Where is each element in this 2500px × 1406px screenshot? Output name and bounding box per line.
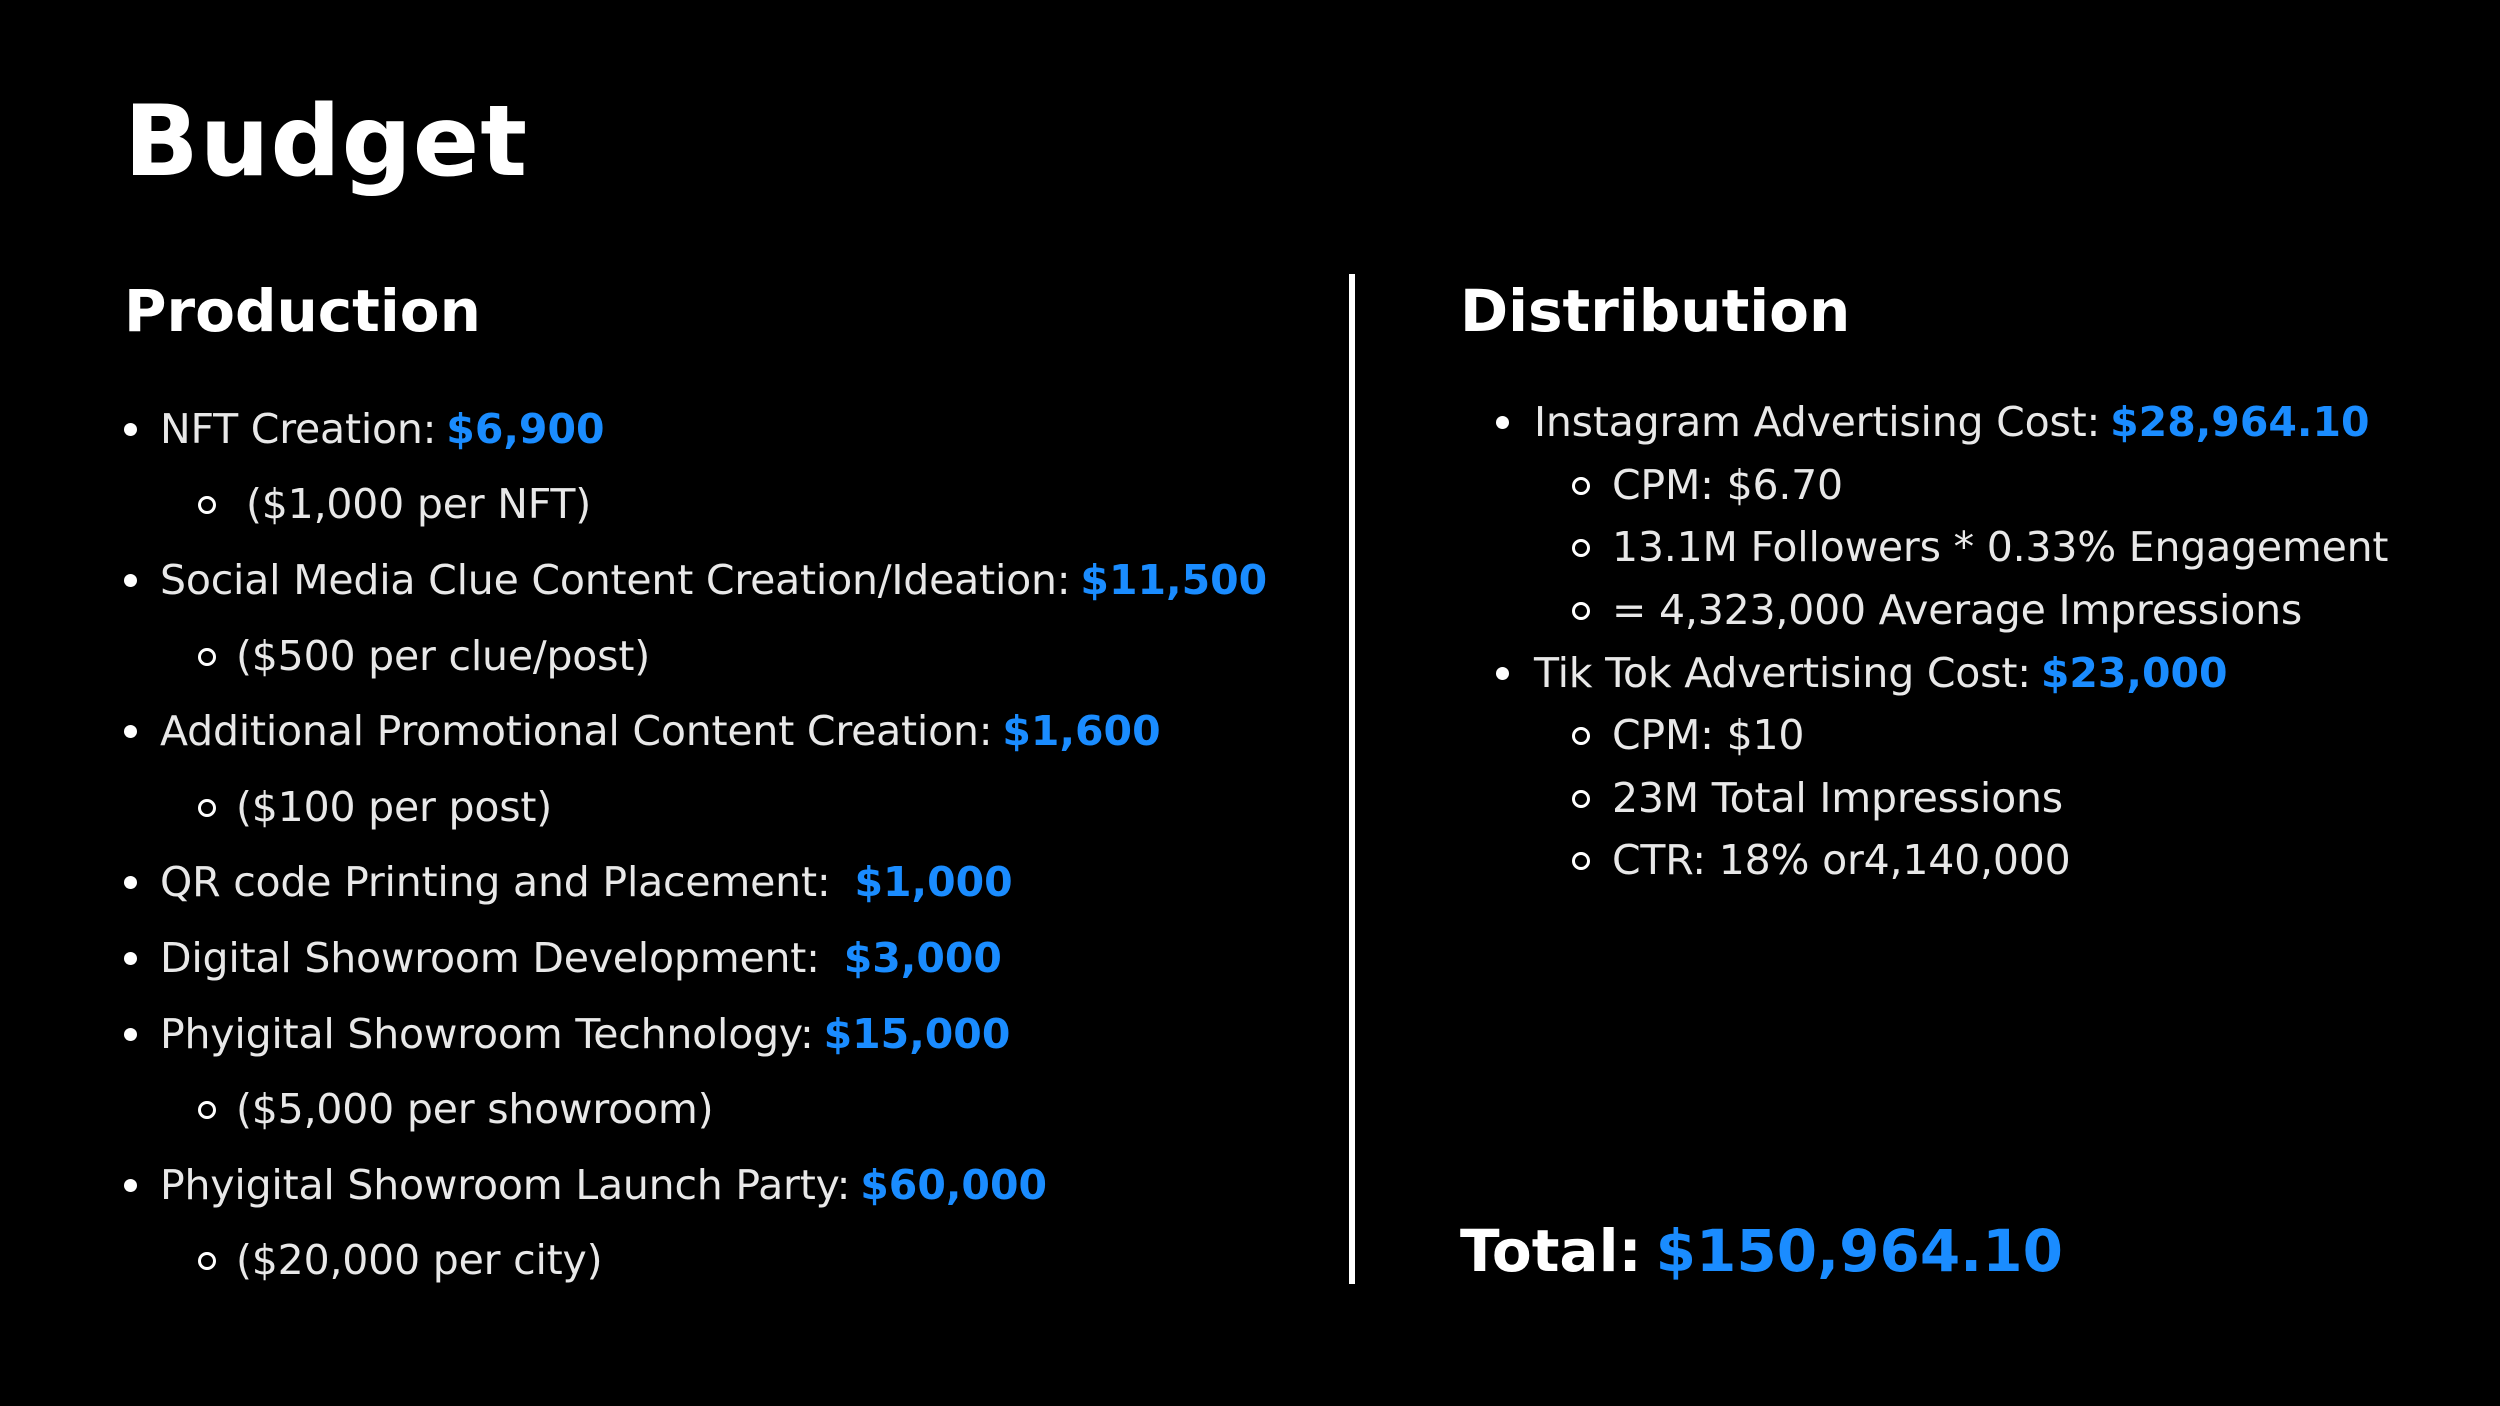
item-amount: $11,500 xyxy=(1080,555,1268,604)
sub-item-text: = 4,323,000 Average Impressions xyxy=(1612,586,2303,635)
bullet-icon xyxy=(1496,416,1509,430)
distribution-list: Instagram Advertising Cost: $28,964.10 C… xyxy=(1496,391,2486,892)
item-label: NFT Creation: xyxy=(160,404,437,453)
distribution-item-tiktok: Tik Tok Advertising Cost: $23,000 xyxy=(1496,641,2486,704)
sub-item-text: 13.1M Followers * 0.33% Engagement xyxy=(1612,523,2389,572)
item-label: Additional Promotional Content Creation: xyxy=(160,707,993,756)
production-item-showroom-technology: Phyigital Showroom Technology: $15,000 xyxy=(124,996,1324,1072)
distribution-subitem-instagram-cpm: CPM: $6.70 xyxy=(1496,454,2486,517)
page-title: Budget xyxy=(124,85,529,199)
sub-bullet-icon xyxy=(198,798,216,817)
production-item-social-media-clue: Social Media Clue Content Creation/Ideat… xyxy=(124,542,1324,618)
bullet-icon xyxy=(124,573,137,587)
total-label: Total: xyxy=(1460,1217,1642,1285)
bullet-icon xyxy=(124,422,137,436)
item-label: Social Media Clue Content Creation/Ideat… xyxy=(160,555,1071,604)
sub-item-text: ($5,000 per showroom) xyxy=(236,1085,714,1134)
item-label: QR code Printing and Placement: xyxy=(160,858,831,907)
item-amount: $60,000 xyxy=(860,1160,1048,1209)
sub-bullet-icon xyxy=(198,496,216,515)
sub-bullet-icon xyxy=(1572,602,1590,621)
sub-item-text: ($20,000 per city) xyxy=(236,1236,603,1285)
sub-bullet-icon xyxy=(198,1252,216,1271)
sub-item-text: CTR: 18% or4,140,000 xyxy=(1612,836,2071,885)
distribution-subitem-instagram-followers: 13.1M Followers * 0.33% Engagement xyxy=(1496,516,2486,579)
sub-item-text: 23M Total Impressions xyxy=(1612,773,2063,822)
distribution-subitem-instagram-impressions: = 4,323,000 Average Impressions xyxy=(1496,579,2486,642)
budget-total: Total: $150,964.10 xyxy=(1460,1216,2063,1286)
production-heading: Production xyxy=(124,277,481,345)
bullet-icon xyxy=(124,725,137,739)
column-divider xyxy=(1349,274,1355,1284)
production-item-launch-party: Phyigital Showroom Launch Party: $60,000 xyxy=(124,1147,1324,1223)
sub-bullet-icon xyxy=(198,647,216,666)
item-label: Instagram Advertising Cost: xyxy=(1534,398,2101,447)
item-amount: $15,000 xyxy=(823,1009,1011,1058)
item-label: Tik Tok Advertising Cost: xyxy=(1534,648,2031,697)
item-amount: $28,964.10 xyxy=(2110,398,2370,447)
production-item-qr-code: QR code Printing and Placement: $1,000 xyxy=(124,845,1324,921)
production-subitem-social-media-clue: ($500 per clue/post) xyxy=(124,618,1324,694)
production-subitem-launch-party: ($20,000 per city) xyxy=(124,1223,1324,1299)
sub-item-text: CPM: $6.70 xyxy=(1612,460,1843,509)
bullet-icon xyxy=(124,876,137,890)
item-amount: $23,000 xyxy=(2040,648,2228,697)
item-amount: $3,000 xyxy=(843,933,1002,982)
bullet-icon xyxy=(124,1027,137,1041)
distribution-heading: Distribution xyxy=(1460,277,1851,345)
production-item-digital-showroom: Digital Showroom Development: $3,000 xyxy=(124,920,1324,996)
item-amount: $1,600 xyxy=(1002,707,1161,756)
sub-item-text: ($1,000 per NFT) xyxy=(246,480,591,529)
sub-bullet-icon xyxy=(1572,539,1590,558)
bullet-icon xyxy=(124,951,137,965)
total-amount: $150,964.10 xyxy=(1655,1217,2063,1285)
bullet-icon xyxy=(1496,666,1509,680)
production-item-promotional-content: Additional Promotional Content Creation:… xyxy=(124,693,1324,769)
sub-bullet-icon xyxy=(198,1101,216,1120)
distribution-subitem-tiktok-ctr: CTR: 18% or4,140,000 xyxy=(1496,829,2486,892)
production-list: NFT Creation: $6,900 ($1,000 per NFT) So… xyxy=(124,391,1324,1298)
sub-bullet-icon xyxy=(1572,852,1590,871)
production-item-nft-creation: NFT Creation: $6,900 xyxy=(124,391,1324,467)
item-label: Digital Showroom Development: xyxy=(160,933,820,982)
sub-bullet-icon xyxy=(1572,476,1590,495)
sub-bullet-icon xyxy=(1572,789,1590,808)
item-label: Phyigital Showroom Launch Party: xyxy=(160,1160,851,1209)
item-amount: $1,000 xyxy=(854,858,1013,907)
item-label: Phyigital Showroom Technology: xyxy=(160,1009,814,1058)
bullet-icon xyxy=(124,1178,137,1192)
sub-bullet-icon xyxy=(1572,727,1590,746)
sub-item-text: ($500 per clue/post) xyxy=(236,631,651,680)
production-subitem-showroom-technology: ($5,000 per showroom) xyxy=(124,1071,1324,1147)
sub-item-text: ($100 per post) xyxy=(236,782,553,831)
distribution-subitem-tiktok-cpm: CPM: $10 xyxy=(1496,704,2486,767)
production-subitem-promotional-content: ($100 per post) xyxy=(124,769,1324,845)
item-amount: $6,900 xyxy=(446,404,605,453)
distribution-item-instagram: Instagram Advertising Cost: $28,964.10 xyxy=(1496,391,2486,454)
production-subitem-nft-creation: ($1,000 per NFT) xyxy=(124,467,1324,543)
distribution-subitem-tiktok-impressions: 23M Total Impressions xyxy=(1496,767,2486,830)
sub-item-text: CPM: $10 xyxy=(1612,711,1805,760)
